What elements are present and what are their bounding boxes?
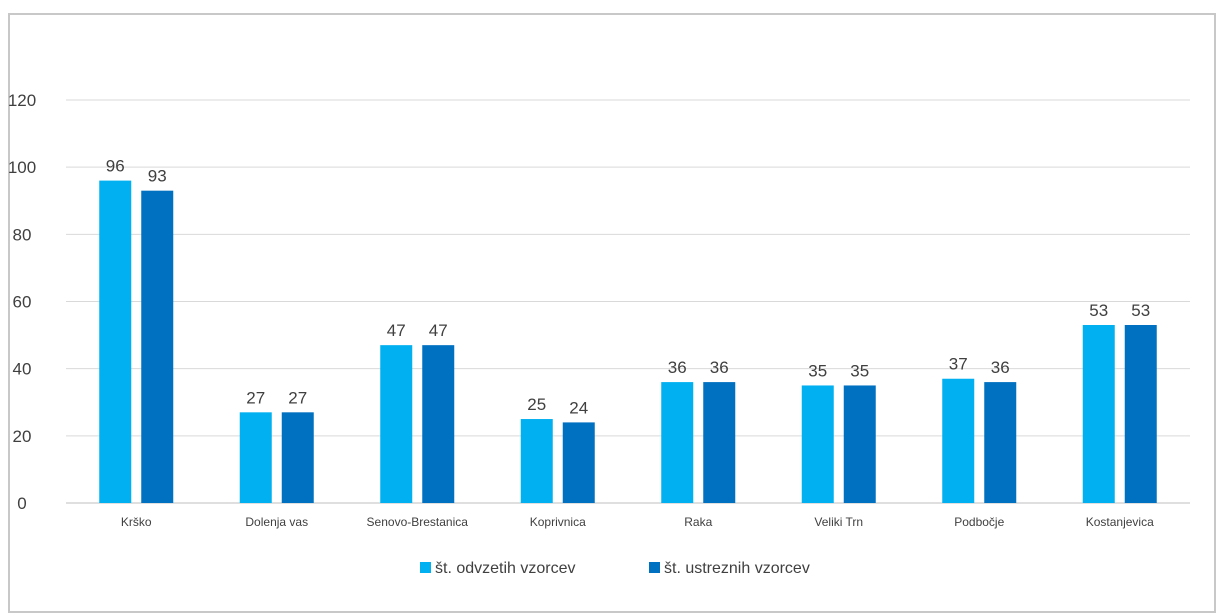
bar-odvzeti [380,345,413,503]
bar-ustrezni [843,385,876,503]
data-label: 53 [1089,301,1108,320]
data-labels: 96 93 27 27 47 47 25 24 36 36 35 35 37 36 53 53 [106,157,1150,418]
bar-odvzeti [942,378,975,503]
x-tick-label: Veliki Trn [814,515,863,529]
x-tick-label: Koprivnica [530,515,586,529]
data-label: 36 [710,358,729,377]
bar-ustrezni [1124,325,1157,503]
y-tick-label: 80 [13,225,32,244]
data-label: 93 [148,167,167,186]
bar-odvzeti [661,382,694,503]
bar-ustrezni [984,382,1017,503]
legend-swatch [649,562,660,573]
x-tick-label: Kostanjevica [1086,515,1154,529]
data-label: 25 [527,395,546,414]
bar-ustrezni [703,382,736,503]
data-label: 27 [246,388,265,407]
y-tick-label: 120 [8,91,36,110]
x-tick-label: Dolenja vas [245,515,308,529]
bar-odvzeti [239,412,272,503]
bars [99,180,1157,504]
y-tick-label: 100 [8,158,36,177]
y-tick-label: 40 [13,360,32,379]
y-tick-label: 20 [13,427,32,446]
data-label: 24 [569,398,588,417]
bar-odvzeti [1082,325,1115,503]
legend-label: št. odvzetih vzorcev [435,560,576,577]
bar-ustrezni [562,422,595,503]
bar-ustrezni [281,412,314,503]
bar-odvzeti [520,419,553,503]
data-label: 53 [1131,301,1150,320]
legend: št. odvzetih vzorcev št. ustreznih vzorce… [420,560,810,577]
bar-odvzeti [99,180,132,503]
gridlines [66,99,1190,504]
data-label: 35 [850,361,869,380]
bar-odvzeti [801,385,834,503]
data-label: 27 [288,388,307,407]
data-label: 36 [991,358,1010,377]
legend-swatch [420,562,431,573]
chart-frame [8,13,1216,613]
bar-chart: 0 20 40 60 80 100 120 96 93 27 27 47 47 25 24 36 36 35 35… [8,91,1190,577]
x-tick-label: Senovo-Brestanica [367,515,469,529]
x-tick-label: Podbočje [954,515,1004,529]
y-tick-label: 60 [13,293,32,312]
legend-label: št. ustreznih vzorcev [664,560,810,577]
data-label: 47 [429,321,448,340]
data-label: 36 [668,358,687,377]
data-label: 37 [949,355,968,374]
data-label: 96 [106,157,125,176]
x-tick-label: Raka [684,515,712,529]
x-axis: Krško Dolenja vas Senovo-Brestanica Koprivn… [121,515,1154,529]
y-axis: 0 20 40 60 80 100 120 [8,91,36,513]
x-tick-label: Krško [121,515,152,529]
data-label: 35 [808,361,827,380]
data-label: 47 [387,321,406,340]
y-tick-label: 0 [17,494,26,513]
bar-ustrezni [141,190,174,504]
bar-ustrezni [422,345,455,503]
